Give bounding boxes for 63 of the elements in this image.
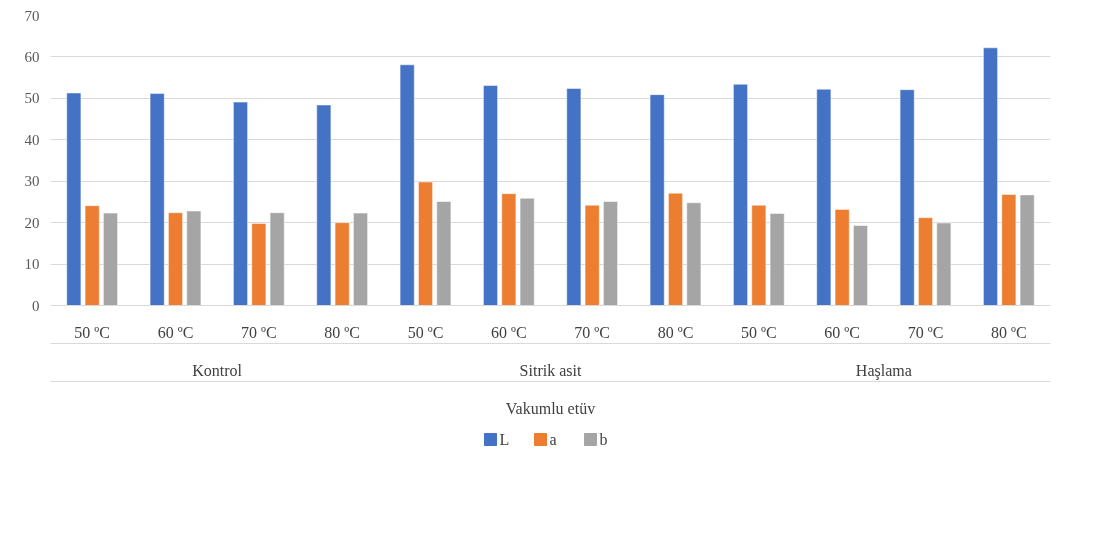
x-tick-label: 70 ºC [907,323,944,341]
bar [566,88,582,306]
bar [584,204,600,306]
y-tick-label: 0 [32,297,40,314]
y-tick-label: 60 [24,48,40,65]
bar [334,222,350,306]
bar [936,222,952,306]
y-tick-label: 30 [24,173,40,190]
text: Vakumlu etüv [505,399,596,417]
bar [269,212,285,306]
legend-label: L [499,431,510,448]
bar [751,204,767,306]
x-tick-label: 50 ºC [407,323,444,341]
legend-label: b [599,431,608,448]
text: Haşlama [855,361,912,380]
x-tick-label: 60 ºC [491,323,527,341]
bar [816,88,832,306]
bar [733,84,748,306]
bar [168,212,183,306]
bar [853,225,868,306]
x-tick-label: 70 ºC [241,323,277,341]
bar [686,202,702,306]
bar [834,209,850,306]
bar [353,212,368,306]
bar [983,47,998,306]
bar [649,94,665,306]
bar [603,201,618,306]
x-tick-label: 60 ºC [157,323,194,341]
bar [399,64,415,306]
x-tick-label: 50 ºC [74,323,110,341]
bar [418,181,433,306]
x-tick-label: 60 ºC [824,323,860,341]
bar [186,210,202,306]
bar [251,223,267,306]
y-tick-label: 50 [24,90,40,107]
x-tick-label: 80 ºC [324,323,360,341]
x-tick-label: 80 ºC [991,323,1027,341]
bar [84,205,100,306]
y-tick-label: 20 [24,214,40,231]
bar [668,192,683,306]
x-tick-label: 80 ºC [657,323,694,341]
bar [519,197,535,306]
bar [769,213,785,306]
bar [899,89,915,306]
text: Sitrik asit [519,361,582,379]
bar [66,92,82,306]
y-tick-label: 40 [24,131,40,148]
y-tick-label: 70 [24,7,40,24]
bar [483,85,498,306]
x-tick-label: 70 ºC [574,323,610,341]
bar [103,212,118,306]
bar [1001,194,1017,306]
bar [149,93,165,306]
bar [316,104,332,306]
bar [918,217,933,306]
bar [1019,194,1035,306]
x-tick-label: 50 ºC [741,323,777,341]
y-tick-label: 10 [24,256,40,273]
bar [501,193,517,306]
text: Kontrol [192,361,243,379]
bar [233,101,248,306]
legend-label: a [549,431,557,448]
bar [436,201,452,306]
